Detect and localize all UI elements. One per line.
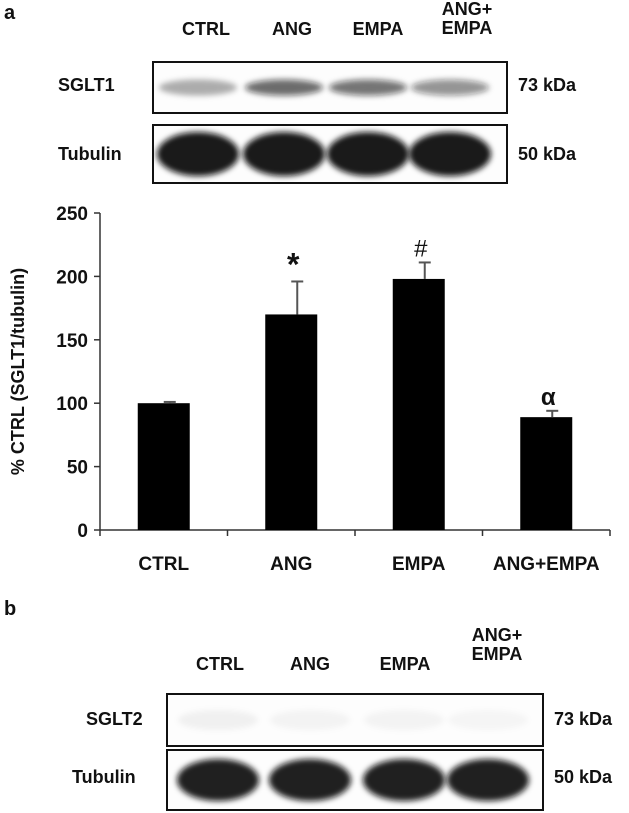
- lane-label: ANG+ EMPA: [441, 0, 493, 38]
- lane-label: CTRL: [182, 19, 230, 39]
- blot-tubulin: [152, 124, 508, 184]
- blot-band: [178, 710, 258, 730]
- significance-marker: *: [287, 246, 300, 282]
- bar: [520, 417, 573, 530]
- blot-band: [327, 132, 409, 176]
- blot-band-area: [178, 710, 528, 730]
- blot-band: [245, 79, 323, 96]
- y-tick-label: 150: [56, 331, 88, 352]
- blot-band: [447, 759, 529, 801]
- y-tick-label: 100: [56, 394, 88, 415]
- kda-label: 73 kDa: [554, 709, 613, 729]
- blot-band: [448, 710, 528, 730]
- lane-label: EMPA: [379, 654, 431, 674]
- y-tick-label: 0: [77, 521, 88, 542]
- blot-tubulin: [166, 749, 544, 811]
- lane-label: CTRL: [196, 654, 244, 674]
- kda-label: 73 kDa: [518, 75, 577, 95]
- bar-chart: 0 50 100 150 200 250 CTRL ANG * EMPA # ANG+EMPA α % C…: [8, 204, 611, 575]
- panel-letter-a: a: [4, 2, 16, 24]
- lane-label: ANG: [272, 19, 312, 39]
- y-tick-label: 250: [56, 204, 88, 225]
- x-tick-label: CTRL: [138, 554, 189, 575]
- blot-band: [329, 79, 407, 96]
- y-tick-label: 50: [67, 458, 88, 479]
- blot-label-sglt1: SGLT1: [58, 75, 115, 95]
- lane-label: EMPA: [352, 19, 404, 39]
- blot-band: [157, 132, 239, 176]
- blot-sglt1: [152, 61, 508, 114]
- kda-label: 50 kDa: [554, 767, 613, 787]
- blot-band: [270, 710, 350, 730]
- blot-label-tubulin: Tubulin: [58, 144, 122, 164]
- significance-marker: α: [541, 384, 556, 411]
- blot-band: [363, 759, 445, 801]
- blot-band: [269, 759, 351, 801]
- x-tick-label: ANG: [270, 554, 312, 575]
- blot-band-area: [177, 759, 529, 801]
- blot-band: [159, 79, 237, 96]
- blot-band: [364, 710, 444, 730]
- bar: [392, 278, 445, 530]
- kda-label: 50 kDa: [518, 144, 577, 164]
- bar: [265, 314, 318, 530]
- x-tick-label: ANG+EMPA: [493, 554, 600, 575]
- significance-marker: #: [414, 235, 428, 262]
- blot-band: [243, 132, 325, 176]
- blot-band-area: [157, 132, 491, 176]
- x-tick-label: EMPA: [392, 554, 446, 575]
- y-axis-label: % CTRL (SGLT1/tubulin): [8, 268, 28, 475]
- blot-band: [409, 132, 491, 176]
- blot-band: [411, 79, 489, 96]
- y-tick-label: 200: [56, 267, 88, 288]
- blot-sglt2: [166, 693, 544, 747]
- lane-label: ANG: [290, 654, 330, 674]
- blot-label-sglt2: SGLT2: [86, 709, 143, 729]
- lane-label: ANG+ EMPA: [471, 625, 523, 664]
- panel-letter-b: b: [4, 598, 17, 620]
- blot-label-tubulin: Tubulin: [72, 767, 136, 787]
- blot-band-area: [159, 79, 489, 96]
- blot-band: [177, 759, 259, 801]
- bar: [137, 403, 190, 530]
